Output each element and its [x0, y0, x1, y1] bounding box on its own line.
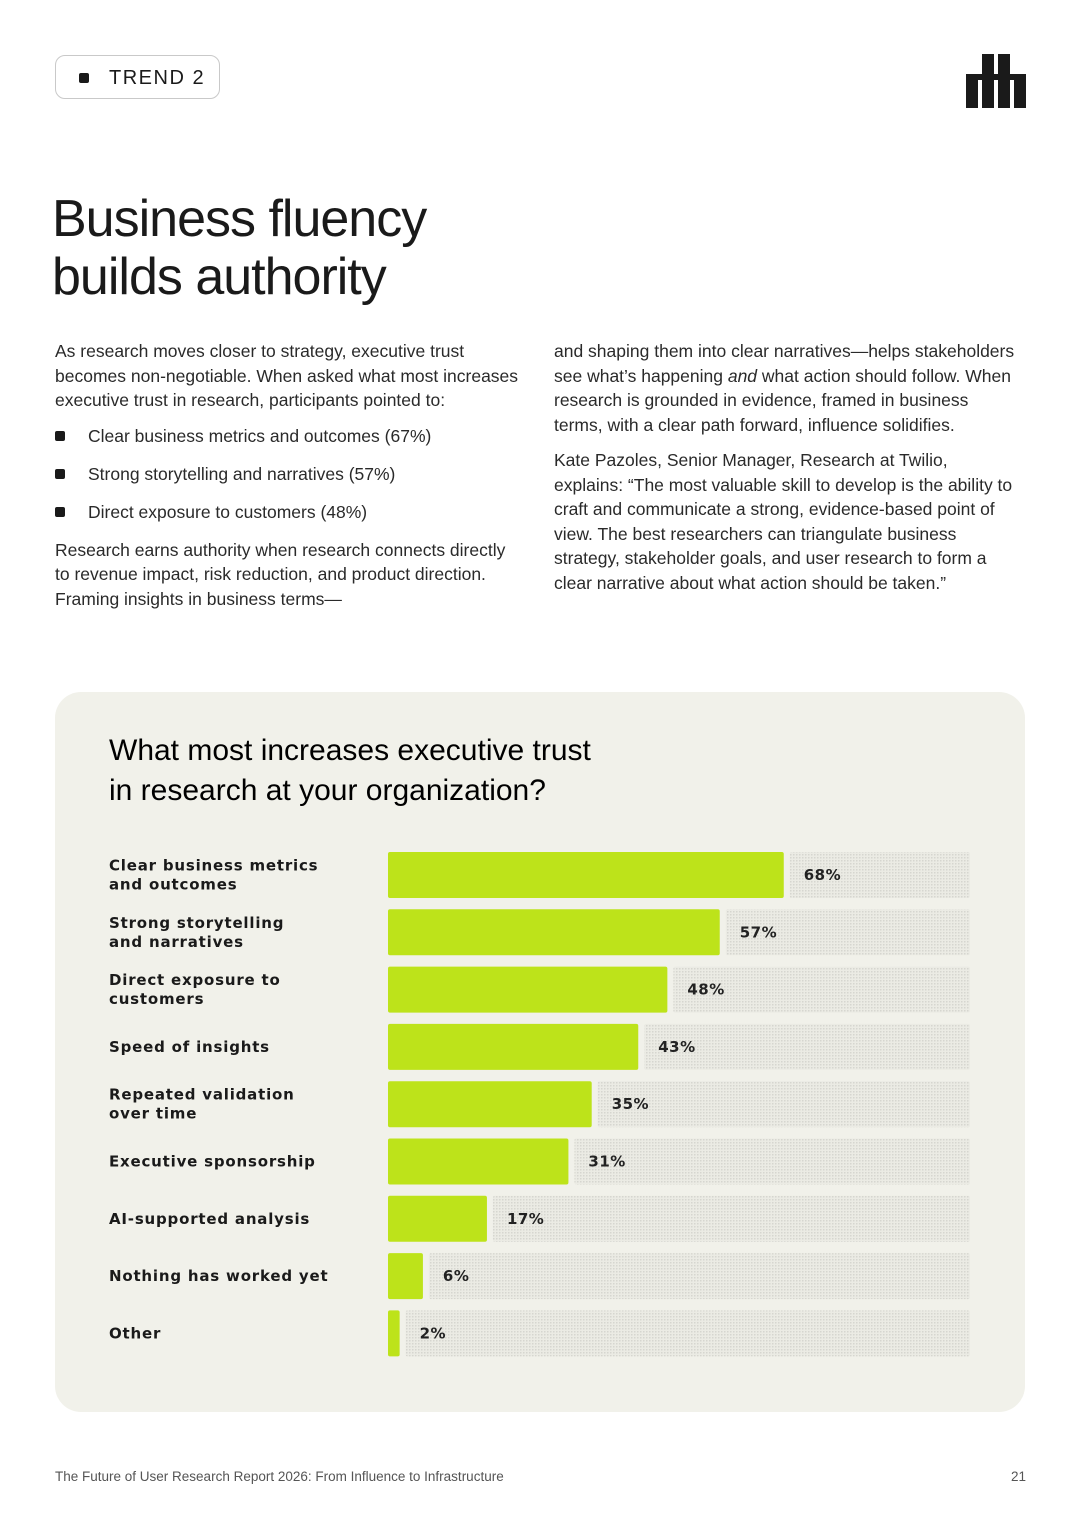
badge-text: TREND 2 [109, 67, 206, 89]
category-label: Direct exposure to customers [109, 971, 281, 1008]
emphasis: and [727, 365, 758, 386]
value-label: 68% [804, 866, 841, 884]
paragraph: and shaping them into clear narratives—h… [554, 339, 1019, 437]
bar [388, 909, 720, 956]
category-label: Nothing has worked yet [109, 1267, 328, 1285]
category-label: Repeated validation over time [109, 1086, 295, 1123]
value-label: 48% [687, 981, 724, 999]
chart-title: What most increases executive trust in re… [109, 734, 592, 807]
bar [388, 1138, 569, 1185]
value-label: 2% [420, 1324, 446, 1342]
value-label: 35% [612, 1095, 649, 1113]
paragraph: Kate Pazoles, Senior Manager, Research a… [554, 450, 1013, 593]
logo [966, 54, 1026, 108]
text: and shaping them into clear narratives—h… [554, 341, 1015, 386]
value-label: 57% [740, 923, 777, 941]
bar [388, 1195, 487, 1242]
category-label: Clear business metrics and outcomes [109, 857, 318, 894]
bar-track [789, 852, 970, 898]
bar-track [574, 1138, 970, 1185]
bullet: Strong storytelling and narratives (57%) [55, 462, 520, 487]
column-2: and shaping them into clear narratives—h… [554, 339, 1019, 606]
bar-track [405, 1310, 970, 1357]
chart: What most increases executive trust in re… [109, 734, 970, 1357]
bar-track [428, 1253, 970, 1300]
text: what action should follow. When research… [554, 365, 1011, 435]
bar-track [492, 1195, 970, 1242]
category-label: Strong storytelling and narratives [109, 914, 284, 951]
footer-source: The Future of User Research Report 2026:… [55, 1469, 504, 1484]
value-label: 43% [658, 1038, 695, 1056]
bar [388, 1023, 639, 1070]
category-label: AI-supported analysis [109, 1210, 310, 1228]
bullet: Clear business metrics and outcomes (67%… [55, 424, 520, 449]
badge-square [79, 73, 89, 83]
paragraph: Research earns authority when research c… [55, 539, 506, 609]
bar [388, 966, 668, 1013]
paragraph: As research moves closer to strategy, ex… [55, 341, 519, 410]
value-label: 6% [443, 1267, 469, 1285]
bar [388, 1253, 423, 1300]
column-1: As research moves closer to strategy, ex… [55, 339, 520, 622]
bar [388, 1310, 400, 1357]
category-label: Executive sponsorship [109, 1153, 316, 1171]
category-label: Speed of insights [109, 1038, 270, 1056]
category-label: Other [109, 1324, 161, 1342]
bar-track [597, 1081, 970, 1128]
value-label: 17% [507, 1210, 544, 1228]
bar-track [725, 909, 970, 956]
bar-track [673, 966, 970, 1013]
chart-panel: What most increases executive trust in re… [55, 692, 1025, 1412]
bullet: Direct exposure to customers (48%) [55, 500, 520, 525]
bar-track [644, 1023, 970, 1070]
bar [388, 1081, 592, 1128]
bar [388, 852, 784, 898]
bullet-list: Clear business metrics and outcomes (67%… [55, 424, 520, 525]
value-label: 31% [588, 1153, 625, 1171]
page-title: Business fluency builds authority [52, 190, 427, 306]
trend-badge: TREND 2 [55, 55, 220, 99]
page-number: 21 [1010, 1469, 1026, 1484]
